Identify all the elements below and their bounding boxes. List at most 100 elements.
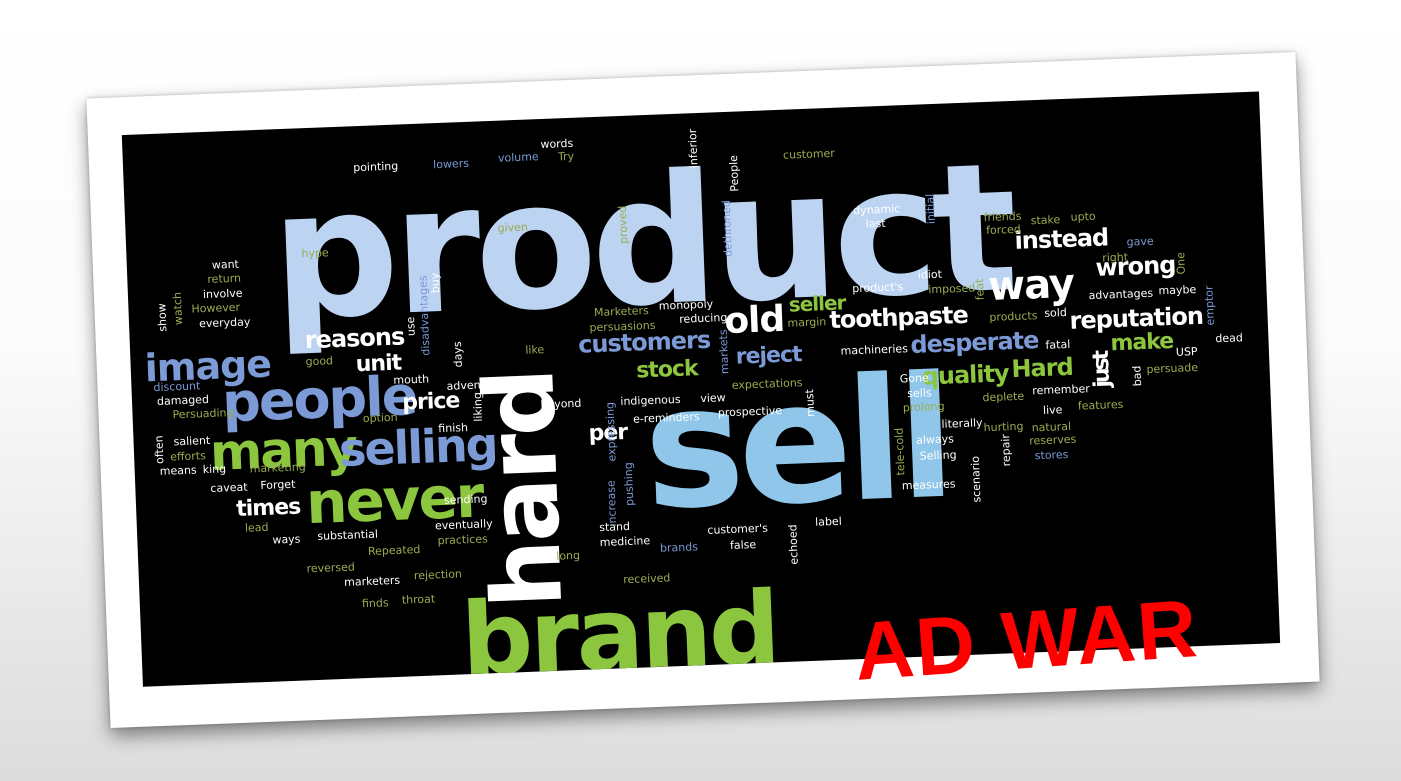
word-reducing: reducing bbox=[679, 311, 728, 326]
word-brands: brands bbox=[659, 540, 699, 555]
word-want: want bbox=[211, 257, 240, 272]
word-lead: lead bbox=[244, 520, 269, 535]
word-use: use bbox=[403, 316, 418, 337]
word-caveat: caveat bbox=[210, 480, 248, 495]
word-reject: reject bbox=[735, 342, 802, 370]
word-pushing: pushing bbox=[621, 462, 637, 507]
word-desperate: desperate bbox=[909, 326, 1039, 359]
word-deplete: deplete bbox=[982, 389, 1025, 405]
word-usp: USP bbox=[1175, 344, 1198, 359]
word-discount: discount bbox=[153, 379, 201, 395]
word-persuasions: persuasions bbox=[589, 318, 656, 335]
word-always: always bbox=[915, 432, 955, 447]
word-imposed: imposed bbox=[928, 281, 976, 297]
word-liking: liking bbox=[470, 391, 486, 422]
word-repeated: Repeated bbox=[367, 542, 421, 558]
word-price: price bbox=[401, 388, 460, 416]
word-lowers: lowers bbox=[432, 156, 470, 172]
word-salient: salient bbox=[173, 433, 211, 449]
word-throat: throat bbox=[401, 592, 436, 607]
word-right: right bbox=[1101, 250, 1129, 265]
word-must: must bbox=[803, 388, 818, 418]
word-try: Try bbox=[557, 149, 575, 164]
word-friends: friends bbox=[983, 209, 1022, 225]
word-however: However bbox=[191, 300, 241, 316]
word-advantages: advantages bbox=[1088, 286, 1154, 303]
word-good: good bbox=[305, 354, 334, 369]
word-return: return bbox=[207, 271, 242, 286]
word-proved: proved bbox=[615, 205, 631, 245]
word-just: just bbox=[1088, 352, 1116, 389]
word-medicine: medicine bbox=[599, 534, 651, 550]
word-means: means bbox=[159, 463, 197, 478]
word-upto: upto bbox=[1070, 209, 1096, 224]
word-repair: repair bbox=[998, 433, 1014, 467]
word-label: label bbox=[814, 514, 843, 529]
word-way: way bbox=[987, 260, 1075, 310]
word-reversed: reversed bbox=[306, 560, 356, 576]
word-products-cap: product's bbox=[851, 280, 904, 296]
word-often: often bbox=[152, 435, 167, 465]
word-old: old bbox=[723, 298, 785, 343]
word-words: words bbox=[540, 136, 574, 152]
word-volume: volume bbox=[497, 150, 539, 165]
word-features: features bbox=[1077, 397, 1124, 413]
word-beyond: beyond bbox=[540, 396, 582, 412]
word-emptor: emptor bbox=[1202, 285, 1217, 326]
word-stand: stand bbox=[598, 519, 631, 535]
word-hype: hype bbox=[301, 246, 329, 261]
word-reasons: reasons bbox=[304, 322, 405, 355]
word-brand: brand bbox=[459, 569, 780, 687]
word-prolong: prolong bbox=[902, 399, 945, 415]
word-times: times bbox=[235, 494, 301, 522]
word-hard-small: Hard bbox=[1010, 352, 1074, 384]
word-marketers: marketers bbox=[343, 573, 401, 589]
word-machineries: machineries bbox=[840, 342, 909, 358]
word-reserves: reserves bbox=[1028, 432, 1077, 448]
word-live: live bbox=[1042, 403, 1063, 417]
word-margin: margin bbox=[787, 315, 827, 330]
word-forced: forced bbox=[985, 222, 1021, 238]
word-markets: markets bbox=[716, 329, 732, 375]
word-buy: buy bbox=[428, 272, 443, 294]
word-dethroned: dethroned bbox=[719, 199, 735, 258]
word-e-reminders: e-reminders bbox=[632, 410, 700, 426]
word-view: view bbox=[700, 391, 726, 406]
word-expectations: expectations bbox=[731, 376, 803, 392]
word-received: received bbox=[622, 571, 671, 587]
word-substantial: substantial bbox=[317, 527, 379, 543]
word-pointing: pointing bbox=[352, 159, 399, 175]
word-toothpaste: toothpaste bbox=[828, 300, 969, 335]
word-advent: advent bbox=[446, 378, 486, 393]
word-monopoly: monopoly bbox=[658, 297, 714, 313]
word-option: option bbox=[362, 410, 398, 426]
word-one: One bbox=[1174, 251, 1188, 275]
word-measures: measures bbox=[901, 477, 956, 493]
word-like: like bbox=[525, 343, 545, 357]
word-marketing: marketing bbox=[249, 460, 306, 476]
word-hurting: hurting bbox=[983, 419, 1024, 435]
word-efforts: efforts bbox=[169, 449, 207, 464]
word-stock: stock bbox=[635, 356, 699, 384]
word-stake: stake bbox=[1030, 213, 1061, 228]
word-king: king bbox=[202, 462, 227, 477]
word-finish: finish bbox=[438, 421, 469, 436]
word-prospective: prospective bbox=[717, 403, 783, 420]
word-quality: quality bbox=[921, 359, 1010, 391]
word-literally: literally bbox=[941, 416, 983, 431]
word-disadvantages: disadvantages bbox=[416, 275, 433, 356]
word-feat: feat bbox=[972, 278, 987, 301]
word-sending: sending bbox=[443, 492, 488, 508]
word-ways: ways bbox=[272, 532, 301, 547]
word-unit: unit bbox=[355, 350, 402, 378]
word-marketers-cap: Marketers bbox=[593, 304, 650, 320]
word-instead: instead bbox=[1013, 223, 1109, 255]
word-people-small: People bbox=[727, 154, 742, 192]
word-products: products bbox=[989, 309, 1038, 324]
word-tele-cold: tele-cold bbox=[892, 427, 908, 476]
word-gave: gave bbox=[1126, 234, 1154, 249]
word-dead: dead bbox=[1215, 331, 1244, 346]
word-bad: bad bbox=[1130, 365, 1145, 387]
word-make: make bbox=[1110, 328, 1174, 357]
